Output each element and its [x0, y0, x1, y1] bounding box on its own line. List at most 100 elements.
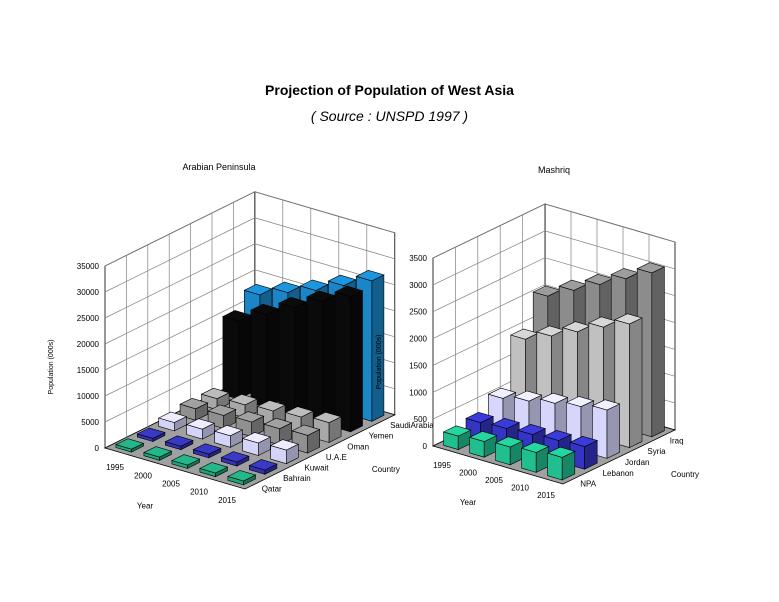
bar-top	[569, 435, 599, 447]
bar	[312, 411, 342, 443]
bar-side	[322, 295, 335, 425]
series-label: U.A.E	[326, 453, 347, 462]
bar-side	[294, 301, 307, 416]
y-tick-label: 0	[95, 444, 100, 453]
bar-top	[171, 454, 201, 466]
y-tick-label: 3000	[409, 281, 427, 290]
gridline	[104, 191, 395, 267]
bar-top	[327, 274, 357, 287]
series-label: NPA	[580, 480, 597, 489]
bar	[227, 470, 257, 486]
bar-top	[256, 400, 286, 412]
y-tick-label: 500	[414, 415, 428, 424]
bar	[591, 399, 621, 459]
bar-top	[284, 406, 314, 418]
bar-front	[250, 309, 267, 408]
y-tick-label: 1000	[409, 388, 427, 397]
bar	[278, 296, 308, 416]
y-tick-label: 25000	[77, 314, 100, 323]
series-label: Kuwait	[305, 464, 330, 473]
bar-top	[271, 281, 301, 294]
y-tick-label: 35000	[77, 262, 100, 271]
bar	[306, 290, 336, 425]
y-tick-label: 3500	[409, 254, 427, 263]
bar-top	[546, 446, 576, 458]
bar-top	[235, 411, 265, 423]
bar-front	[222, 316, 239, 400]
x-tick-label: 2000	[134, 471, 152, 480]
bar-top	[248, 459, 278, 471]
bar	[520, 441, 550, 473]
bar	[164, 435, 194, 451]
bar-top	[213, 424, 244, 437]
bar	[171, 454, 201, 469]
gridline	[104, 217, 395, 293]
bar	[143, 446, 173, 461]
x-tick-label: 1995	[106, 463, 124, 472]
bar-top	[306, 290, 336, 302]
bar-top	[468, 430, 498, 442]
bar-top	[192, 443, 222, 455]
bar-top	[636, 262, 666, 274]
chart-title: Mashriq	[538, 165, 570, 175]
series-label: Qatar	[262, 485, 282, 494]
y-tick-label: 1500	[409, 361, 427, 370]
series-label: Jordan	[625, 458, 649, 467]
bar-side	[651, 266, 665, 438]
gridline	[432, 203, 676, 259]
bar	[334, 285, 364, 433]
bar-front	[278, 302, 295, 416]
bar-top	[269, 439, 300, 451]
bar-top	[312, 411, 342, 424]
bar-top	[291, 424, 321, 436]
bar-top	[355, 269, 385, 282]
bar-top	[143, 446, 173, 458]
series-label: Bahrain	[283, 474, 311, 483]
bar-top	[136, 427, 166, 439]
bar-top	[227, 470, 257, 482]
y-tick-label: 0	[423, 442, 428, 451]
bar-top	[115, 438, 145, 450]
bar-top	[157, 411, 188, 423]
bar-top	[185, 418, 216, 430]
series-label: Syria	[647, 447, 666, 456]
bar-top	[491, 417, 521, 429]
y-tick-label: 20000	[77, 340, 100, 349]
chart-2: 0 500 1000 1500 2000 2500 3000 3500 1995 2000 2005…	[376, 165, 699, 507]
bar-top	[200, 387, 230, 400]
chart-title: Arabian Peninsula	[182, 162, 255, 172]
gridline	[432, 230, 676, 286]
series-label: Iraq	[670, 436, 684, 445]
x-tick-label: 2010	[190, 488, 208, 497]
bar-top	[520, 441, 550, 453]
chart-subtitle: ( Source : UNSPD 1997 )	[310, 108, 469, 124]
bar-top	[164, 435, 194, 447]
bar-top	[334, 285, 364, 298]
bar-top	[543, 429, 573, 441]
bar-top	[299, 279, 329, 291]
bar-front	[547, 452, 563, 481]
series-label: Lebanon	[603, 469, 634, 478]
bar-top	[207, 404, 237, 416]
bar-front	[334, 291, 351, 433]
x-axis-title: Year	[137, 502, 154, 511]
y-tick-label: 2000	[409, 335, 427, 344]
bar	[241, 432, 272, 456]
bar-top	[565, 396, 595, 408]
x-tick-label: 1995	[433, 461, 451, 470]
y-axis-title: Population (000s)	[376, 335, 383, 390]
series-label: SaudiArabia	[390, 421, 434, 430]
bar-top	[241, 432, 272, 444]
bar-top	[199, 462, 229, 474]
bar	[269, 439, 300, 465]
bar-top	[494, 436, 524, 448]
bar-top	[487, 387, 517, 399]
gridline	[104, 243, 395, 319]
bar	[136, 427, 166, 442]
bar	[220, 451, 250, 467]
bar-top	[250, 303, 280, 316]
bar-top	[243, 283, 273, 296]
bar	[185, 418, 216, 440]
y-tick-label: 5000	[81, 418, 99, 427]
bar-top	[591, 399, 621, 411]
